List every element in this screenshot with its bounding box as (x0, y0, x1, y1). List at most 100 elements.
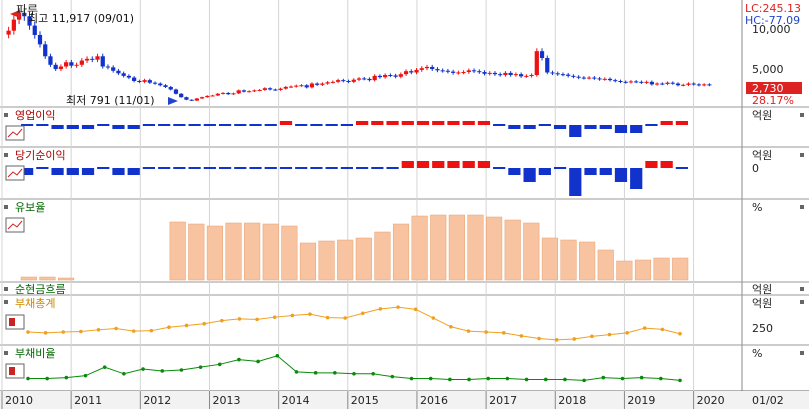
candle-body (377, 75, 383, 78)
debt-ratio-point (45, 376, 49, 381)
retention-bar (486, 216, 503, 281)
candle-body (69, 62, 74, 66)
dr-unit: % (752, 347, 762, 360)
panel-icons[interactable] (5, 125, 25, 379)
candle-body (288, 86, 294, 88)
candle-body (299, 85, 304, 87)
candle-body (519, 74, 524, 77)
candle-body (639, 81, 644, 83)
debt-total-point (308, 312, 312, 316)
retention-bar (355, 237, 372, 281)
candle-body (471, 70, 477, 72)
price-panel-title: 파루 (16, 3, 38, 17)
candle-body (215, 93, 220, 96)
net-income-bar (432, 161, 445, 168)
marker-dr (4, 351, 8, 355)
retention-bar (281, 225, 298, 281)
operating-income-bar (523, 125, 536, 129)
debt-unit: 억원 (752, 297, 772, 310)
candle-body (121, 73, 126, 76)
debt-ratio-point (102, 365, 107, 369)
debt-ratio-point (409, 376, 414, 381)
debt-total-panel (26, 305, 682, 342)
retention-bar (504, 219, 521, 281)
last-price-badge (746, 82, 802, 94)
debt-total-point (290, 313, 295, 318)
candle-body (163, 85, 168, 87)
candle-body (179, 93, 184, 98)
x-label-2017: 2017 (489, 394, 517, 407)
candle-body (6, 30, 11, 35)
debt-total-point (378, 307, 383, 311)
candle-body (126, 75, 132, 78)
ni-unit: 억원 (752, 149, 772, 162)
debt-total-point (607, 332, 612, 337)
op-chart-icon-line (7, 128, 23, 138)
debt-total-point (537, 336, 541, 341)
candle-body (158, 83, 163, 86)
debt-ratio-point (26, 376, 30, 381)
price-tick-10000: 10,000 (752, 23, 791, 36)
candle-body (48, 56, 53, 65)
res-unit: % (752, 201, 762, 214)
net-income-bar (51, 168, 64, 175)
marker-right-op (800, 113, 804, 117)
candle-body (346, 80, 351, 82)
retention-bar (560, 239, 577, 281)
candle-body (388, 75, 393, 77)
candle-body (325, 82, 330, 84)
candle-body (602, 78, 607, 80)
max-marker-arrow (10, 10, 20, 18)
debt-total-line (27, 306, 681, 341)
candle-body (64, 62, 69, 67)
candle-body (597, 78, 602, 80)
candle-body (503, 72, 508, 76)
retention-bar (411, 215, 428, 281)
candle-body (367, 78, 372, 81)
retention-bar (337, 239, 354, 281)
candle-body (686, 83, 691, 85)
operating-income-bar (416, 121, 430, 125)
debt-total-point (678, 331, 682, 336)
debt-ratio-point (141, 367, 145, 371)
ni-title: 당기순이익 (15, 149, 66, 162)
candle-body (451, 71, 456, 73)
net-income-bar (462, 161, 475, 168)
x-label-2010: 2010 (5, 394, 33, 407)
debt-ratio-point (428, 376, 433, 381)
candle-body (529, 75, 534, 77)
price-min-label: 최저 791 (11/01) (66, 94, 155, 107)
operating-income-bar (614, 125, 628, 133)
candle-body (372, 75, 377, 81)
operating-income-bar (477, 121, 491, 125)
debt-ratio-point (505, 376, 510, 381)
hc-label: HC:-77.09 (745, 14, 800, 27)
candle-body (315, 83, 320, 85)
retention-bar (20, 276, 37, 281)
candle-body (419, 68, 424, 70)
operating-income-bar (371, 121, 384, 125)
net-income-bar (81, 168, 95, 175)
candle-body (383, 75, 388, 78)
candle-body (508, 72, 513, 76)
candle-body (304, 85, 309, 88)
operating-income-bar (356, 121, 369, 125)
debt-ratio-panel (26, 353, 682, 383)
candle-body (675, 83, 681, 86)
net-income-bar (584, 168, 597, 175)
x-label-2013: 2013 (212, 394, 240, 407)
candle-body (341, 80, 346, 82)
ni-zero-label: 0 (752, 162, 759, 175)
net-income-bar (630, 168, 643, 189)
candle-body (111, 67, 116, 71)
retention-bar (188, 223, 205, 281)
candle-body (707, 84, 712, 86)
candle-body (654, 83, 660, 85)
operating-income-panel (21, 121, 688, 137)
candle-body (267, 88, 273, 90)
net-income-bar (645, 161, 658, 168)
candle-body (32, 25, 37, 35)
candle-body (194, 98, 199, 101)
net-income-bar (523, 168, 536, 182)
marker-right-res (800, 205, 804, 209)
